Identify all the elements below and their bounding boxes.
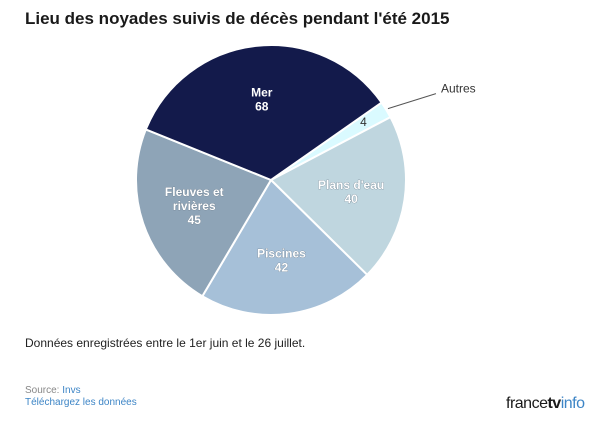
source-label: Source:	[25, 385, 63, 396]
pie-label-fleuves-et-rivieres: Fleuves et rivières 45	[165, 185, 224, 227]
pie-chart: 4 Autres Plans d'eau 40 Piscines 42 Fleuves et…	[135, 44, 476, 316]
chart-title: Lieu des noyades suivis de décès pendant…	[25, 9, 450, 28]
pie-slice-piscines[interactable]	[200, 178, 369, 316]
pie-value-autres: 4	[360, 115, 367, 129]
logo-info: info	[560, 395, 585, 412]
logo-tv: tv	[547, 395, 561, 412]
leader-line-autres	[387, 93, 437, 110]
source-line: Source: Invs	[25, 385, 81, 396]
pie-label-plans-d-eau: Plans d'eau 40	[318, 178, 384, 206]
pie-label-autres: Autres	[441, 82, 476, 96]
logo-france: france	[506, 395, 548, 412]
pie-slice-fleuves-et-rivieres[interactable]	[135, 128, 273, 298]
source-link[interactable]: Invs	[62, 385, 81, 396]
pie-slice-mer[interactable]	[144, 44, 383, 182]
download-data-link[interactable]: Téléchargez les données	[25, 397, 137, 408]
chart-note: Données enregistrées entre le 1er juin e…	[25, 336, 306, 350]
pie-label-mer: Mer 68	[251, 86, 273, 114]
pie-label-piscines: Piscines 42	[257, 246, 306, 274]
pie-slice-plans-d-eau[interactable]	[269, 115, 407, 277]
francetvinfo-logo: francetvinfo	[506, 395, 585, 413]
